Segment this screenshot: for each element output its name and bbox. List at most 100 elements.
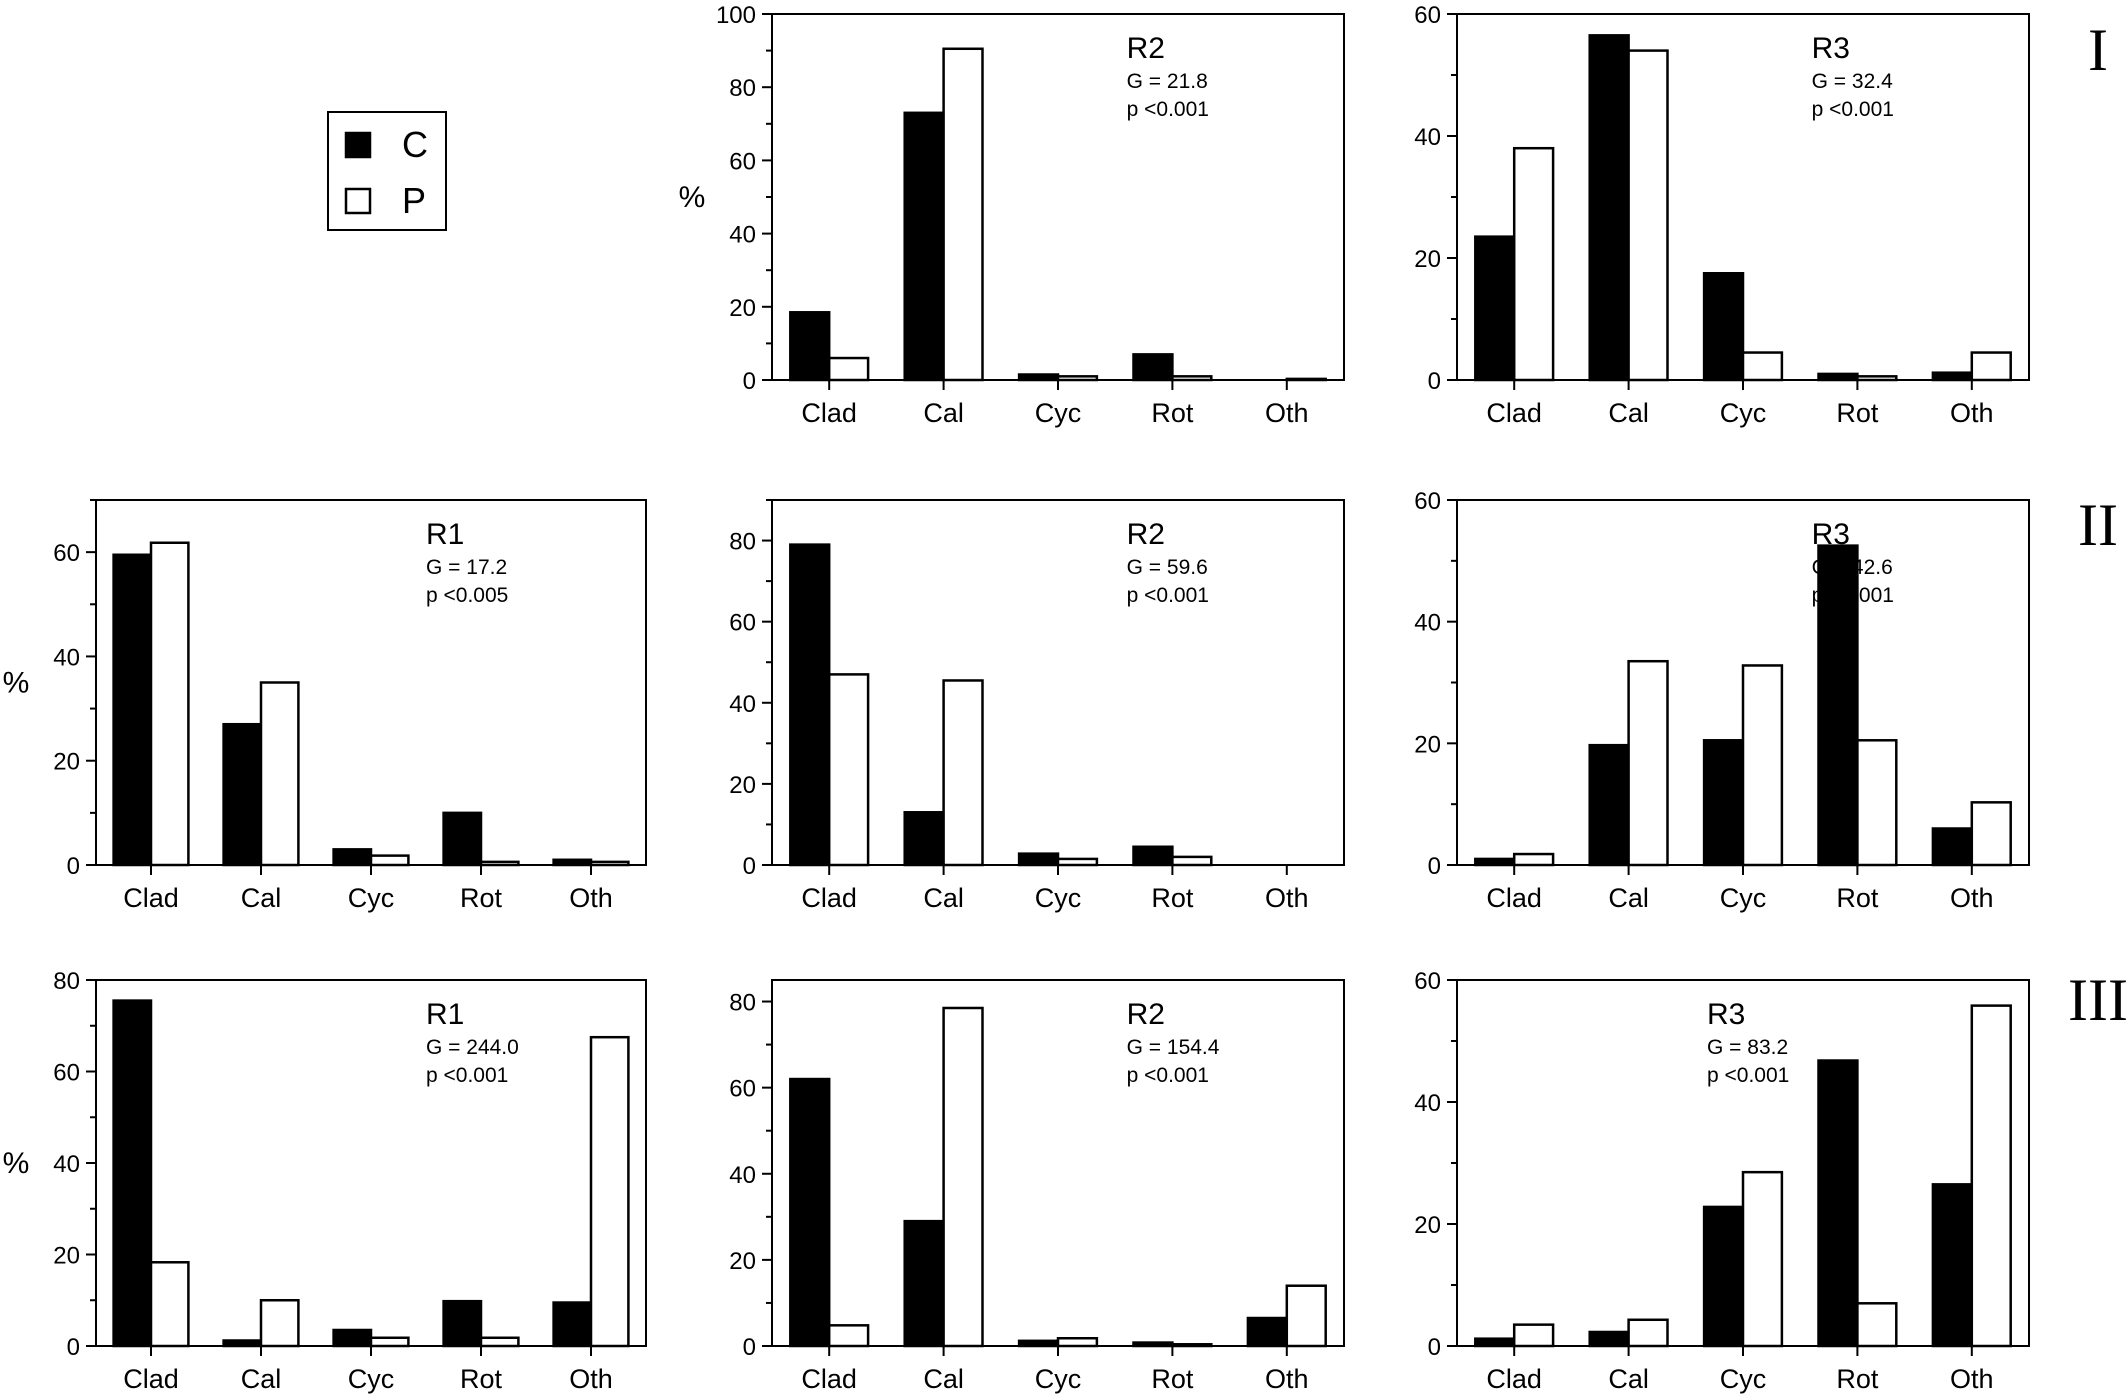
chart-panel-I-2: 0 20 40 60 80 100% Clad Cal Cyc Rot Oth R2 G = 21.8 p… — [679, 2, 1345, 428]
bar-P-Cyc — [1741, 1170, 1784, 1348]
x-tick-label: Oth — [569, 1364, 613, 1394]
chart-panel-I-3: 0 20 40 60 Clad Cal Cyc Rot Oth R3 G = 32.4 p <0.00… — [1414, 2, 2030, 428]
bar-C-Oth — [552, 858, 593, 867]
x-tick-label: Oth — [569, 883, 613, 913]
bar-P-Rot — [1856, 375, 1898, 382]
y-axis-label: % — [3, 1147, 30, 1180]
x-tick-label: Clad — [1486, 398, 1542, 428]
bar-P-Cyc — [1056, 375, 1099, 382]
bar-P-Rot — [479, 1336, 520, 1348]
y-tick-label: 40 — [729, 1162, 756, 1189]
bar-P-Rot — [1171, 855, 1213, 867]
x-tick-label: Clad — [801, 1364, 857, 1394]
bar-P-Oth — [1285, 377, 1327, 382]
legend-label-P: P — [402, 180, 426, 221]
x-tick-label: Cyc — [1720, 883, 1767, 913]
bar-C-Cal — [1588, 34, 1630, 382]
bar-P-Cyc — [1741, 351, 1784, 382]
p-value: p <0.001 — [1812, 98, 1894, 121]
x-tick-label: Clad — [801, 883, 857, 913]
bar-C-Clad — [789, 543, 831, 867]
x-tick-label: Clad — [1486, 1364, 1542, 1394]
g-statistic: G = 244.0 — [426, 1036, 519, 1059]
x-tick-label: Cyc — [1035, 883, 1082, 913]
bar-C-Cyc — [1017, 373, 1060, 382]
bar-C-Clad — [112, 999, 153, 1348]
x-tick-label: Oth — [1265, 398, 1309, 428]
bar-C-Clad — [1474, 235, 1516, 382]
bar-P-Clad — [1512, 146, 1555, 382]
bar-C-Cyc — [332, 1328, 373, 1348]
x-tick-label: Cal — [1608, 398, 1649, 428]
chart-panel-III-1: 0 20 40 60 80% Clad Cal Cyc Rot Oth R1 G = 244.0 p <… — [3, 968, 647, 1394]
x-tick-label: Cal — [923, 398, 964, 428]
y-tick-label: 60 — [729, 148, 756, 175]
chart-panel-III-2: 0 20 40 60 80 Clad Cal Cyc Rot Oth R2 G = 154.4 p <0… — [729, 979, 1345, 1394]
y-tick-label: 0 — [743, 853, 756, 880]
bar-P-Oth — [1970, 351, 2012, 382]
row-label-III: III — [2068, 967, 2128, 1033]
y-tick-label: 0 — [1428, 853, 1441, 880]
y-tick-label: 0 — [1428, 368, 1441, 395]
bar-P-Rot — [479, 860, 520, 867]
bar-C-Cal — [1588, 743, 1630, 867]
legend-box — [327, 111, 447, 231]
y-tick-label: 0 — [743, 1334, 756, 1361]
bar-C-Oth — [1931, 827, 1974, 867]
bar-P-Oth — [1285, 1284, 1327, 1348]
panel-name: R3 — [1812, 518, 1850, 551]
bar-P-Cal — [259, 681, 300, 867]
p-value: p <0.001 — [1127, 584, 1209, 607]
bar-C-Cyc — [1017, 852, 1060, 867]
y-tick-label: 80 — [53, 968, 80, 995]
y-tick-label: 20 — [1414, 246, 1441, 273]
bar-P-Clad — [149, 1261, 190, 1348]
plot-frame — [771, 13, 1345, 381]
g-statistic: G = 42.6 — [1812, 556, 1893, 579]
g-statistic: G = 32.4 — [1812, 70, 1893, 93]
y-tick-label: 20 — [1414, 1212, 1441, 1239]
x-tick-label: Rot — [1836, 398, 1879, 428]
y-tick-label: 20 — [729, 772, 756, 799]
x-tick-label: Cyc — [1035, 398, 1082, 428]
panel-name: R2 — [1127, 518, 1165, 551]
bar-C-Cyc — [1702, 1205, 1745, 1348]
x-tick-label: Cal — [1608, 883, 1649, 913]
bar-C-Cyc — [1702, 272, 1745, 382]
panel-name: R2 — [1127, 998, 1165, 1031]
bar-P-Rot — [1856, 739, 1898, 867]
y-tick-label: 80 — [729, 990, 756, 1017]
y-tick-label: 80 — [729, 529, 756, 556]
bar-P-Rot — [1856, 1302, 1898, 1348]
y-axis-label: % — [3, 667, 30, 700]
bar-C-Cal — [222, 1339, 263, 1348]
x-tick-label: Cyc — [1720, 1364, 1767, 1394]
bar-C-Cal — [903, 1219, 945, 1348]
p-value: p <0.001 — [1127, 1064, 1209, 1087]
row-label-II: II — [2078, 492, 2118, 558]
bar-P-Cyc — [1741, 664, 1784, 867]
bar-C-Rot — [1132, 353, 1174, 382]
chart-panel-II-3: 0 20 40 60 Clad Cal Cyc Rot Oth R3 G = 42.6 p <0.00… — [1414, 488, 2030, 913]
bar-P-Cal — [942, 1006, 984, 1348]
bar-P-Oth — [589, 860, 630, 867]
plot-frame — [771, 979, 1345, 1347]
bar-P-Clad — [1512, 1323, 1555, 1348]
y-tick-label: 60 — [1414, 2, 1441, 29]
chart-panel-III-3: 0 20 40 60 Clad Cal Cyc Rot Oth R3 G = 83.2 p <0.00… — [1414, 968, 2030, 1394]
g-statistic: G = 59.6 — [1127, 556, 1208, 579]
x-tick-label: Clad — [123, 1364, 179, 1394]
y-tick-label: 0 — [67, 1334, 80, 1361]
bar-C-Clad — [112, 553, 153, 867]
y-tick-label: 0 — [1428, 1334, 1441, 1361]
bar-C-Rot — [1132, 845, 1174, 867]
bar-P-Cyc — [369, 1336, 410, 1348]
x-tick-label: Oth — [1950, 883, 1994, 913]
bar-C-Rot — [1817, 1059, 1859, 1348]
y-tick-label: 40 — [729, 222, 756, 249]
x-tick-label: Cyc — [348, 883, 395, 913]
x-tick-label: Rot — [1836, 883, 1879, 913]
bar-C-Cyc — [1702, 739, 1745, 867]
bar-P-Cal — [1627, 659, 1669, 867]
